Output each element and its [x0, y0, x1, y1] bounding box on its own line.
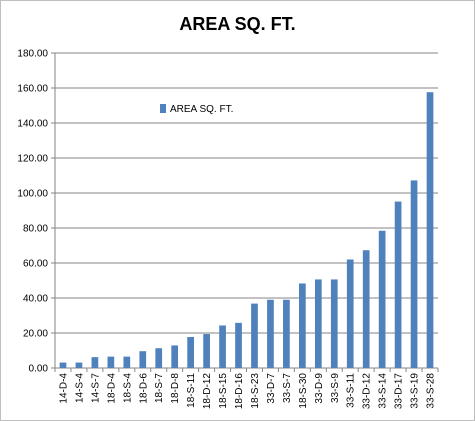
legend-swatch	[160, 104, 166, 113]
bar-33-S-9	[330, 279, 338, 368]
x-tick-label: 14-D-4	[58, 373, 69, 404]
legend: AREA SQ. FT.	[160, 104, 233, 115]
bar-33-S-14	[378, 230, 386, 368]
y-tick-label: 0.00	[29, 364, 49, 375]
bar-18-S-11	[187, 337, 194, 368]
y-tick-label: 100.00	[17, 189, 48, 200]
x-tick-label: 18-S-30	[298, 373, 309, 409]
x-tick-label: 33-S-19	[410, 373, 421, 409]
x-tick-label: 14-S-4	[74, 373, 85, 403]
x-tick-label: 33-D-12	[362, 373, 373, 410]
y-tick-label: 180.00	[17, 49, 48, 60]
x-tick-label: 18-S-23	[250, 373, 261, 409]
bar-14-S-7	[91, 357, 99, 368]
bar-18-S-4	[123, 356, 131, 368]
y-tick-labels: 0.00 20.00 40.00 60.00 80.00 100.00 120.00 140.…	[17, 49, 48, 375]
legend-label: AREA SQ. FT.	[170, 104, 233, 115]
x-tick-label: 18-S-15	[218, 373, 229, 409]
bar-18-S-7	[155, 348, 163, 368]
x-tick-label: 33-S-7	[282, 373, 293, 403]
gridlines	[55, 52, 438, 369]
x-tick-label: 18-D-4	[106, 373, 117, 404]
x-tick-label: 33-S-9	[330, 373, 341, 403]
axes	[51, 52, 439, 372]
x-tick-label: 18-S-11	[186, 373, 197, 408]
y-tick-label: 40.00	[23, 294, 48, 305]
x-tick-label: 33-D-9	[314, 373, 325, 404]
bar-14-S-4	[75, 362, 83, 368]
x-tick-label: 33-S-28	[426, 373, 437, 409]
chart-title: AREA SQ. FT.	[179, 14, 296, 34]
y-tick-label: 60.00	[23, 259, 48, 270]
x-tick-label: 18-D-12	[202, 373, 213, 410]
bar-18-D-16	[235, 322, 242, 368]
x-tick-label: 33-D-17	[394, 373, 405, 410]
bar-18-S-30	[299, 283, 306, 368]
y-tick-label: 160.00	[17, 84, 48, 95]
bar-33-D-7	[267, 299, 274, 368]
y-tick-label: 80.00	[23, 224, 48, 235]
bar-33-S-28	[426, 92, 434, 368]
x-tick-label: 14-S-7	[90, 373, 101, 403]
bar-18-D-12	[203, 334, 210, 368]
bar-18-D-4	[107, 356, 115, 368]
y-tick-label: 120.00	[17, 154, 48, 165]
bar-18-S-23	[251, 303, 258, 368]
bar-33-S-7	[283, 299, 290, 368]
bar-33-D-17	[394, 201, 402, 368]
bar-14-D-4	[59, 362, 67, 368]
x-tick-label: 33-S-14	[378, 373, 389, 409]
bar-18-D-8	[171, 345, 179, 368]
bar-18-D-6	[139, 351, 147, 368]
x-tick-label: 18-S-4	[122, 373, 133, 403]
y-tick-label: 20.00	[23, 329, 48, 340]
x-tick-label: 18-D-6	[138, 373, 149, 404]
bar-33-S-11	[346, 259, 354, 368]
bar-33-D-9	[314, 279, 322, 368]
x-tick-label: 18-D-8	[170, 373, 181, 404]
bar-33-D-12	[362, 250, 370, 368]
x-tick-label: 18-S-7	[154, 373, 165, 403]
bar-33-S-19	[410, 180, 418, 368]
bar-18-S-15	[219, 325, 226, 368]
y-tick-label: 140.00	[17, 119, 48, 130]
x-tick-label: 33-S-11	[346, 373, 357, 408]
x-tick-label: 18-D-16	[234, 373, 245, 410]
bars	[59, 92, 434, 368]
x-tick-labels: 14-D-4 14-S-4 14-S-7 18-D-4 18-S-4 18-D-6 18-S…	[58, 373, 436, 410]
x-tick-label: 33-D-7	[266, 373, 277, 404]
